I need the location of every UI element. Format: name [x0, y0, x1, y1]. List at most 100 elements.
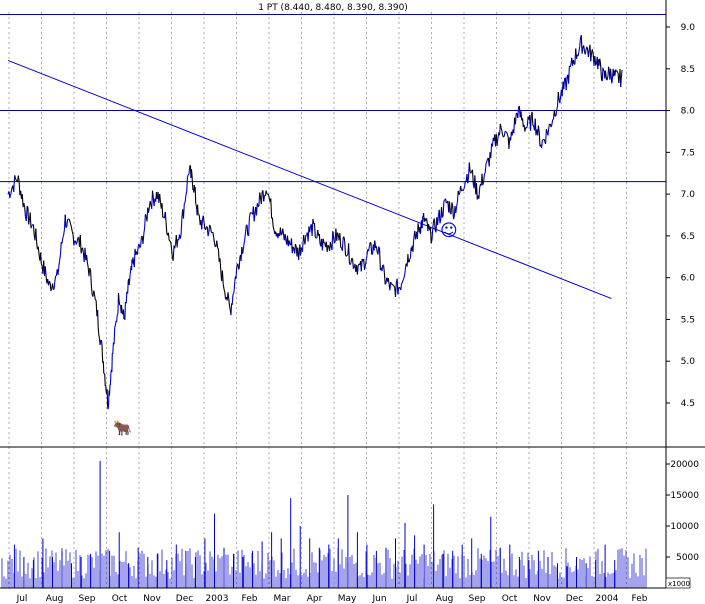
price-segment: [179, 234, 182, 239]
price-segment: [125, 291, 128, 303]
price-segment: [591, 49, 594, 55]
price-segment: [120, 305, 123, 311]
price-segment: [139, 246, 141, 248]
price-segment: [68, 218, 71, 222]
price-segment: [577, 51, 580, 57]
price-segment: [503, 135, 505, 138]
price-segment: [427, 223, 430, 229]
price-segment: [496, 138, 499, 147]
price-segment: [384, 282, 387, 285]
price-segment: [195, 203, 197, 206]
price-segment: [537, 125, 540, 132]
price-segment: [443, 199, 446, 202]
price-segment: [51, 283, 54, 290]
price-segment: [76, 237, 79, 243]
price-segment: [378, 246, 381, 250]
price-segment: [506, 132, 509, 135]
price-segment: [26, 205, 29, 208]
price-segment: [132, 257, 135, 263]
price-segment: [348, 243, 350, 264]
price-segment: [147, 207, 150, 213]
price-segment: [59, 255, 61, 261]
price-segment: [394, 282, 397, 297]
price-segment: [140, 237, 142, 247]
price-segment: [408, 258, 411, 263]
price-segment: [586, 46, 589, 51]
price-segment: [484, 163, 487, 174]
price-segment: [500, 127, 503, 132]
price-segment: [100, 340, 103, 345]
gridlines: [8, 12, 627, 588]
price-segment: [563, 78, 566, 90]
price-segment: [442, 201, 445, 217]
price-segment: [551, 119, 554, 125]
price-segment: [13, 175, 16, 192]
price-segment: [550, 124, 553, 128]
price-segment: [606, 75, 609, 80]
price-segment: [89, 267, 92, 271]
price-segment: [176, 239, 179, 248]
price-segment: [444, 198, 447, 204]
volume-y-tick-label: 10000: [670, 522, 699, 532]
price-segment: [31, 224, 33, 227]
price-segment: [294, 244, 296, 254]
price-y-tick-label: 7.5: [681, 148, 695, 158]
price-segment: [194, 187, 197, 204]
price-segment: [545, 128, 547, 145]
x-month-label: Nov: [143, 594, 161, 604]
price-segment: [356, 265, 359, 275]
price-segment: [288, 240, 291, 245]
price-segment: [231, 294, 234, 305]
price-segment: [568, 65, 570, 84]
x-month-label: Jul: [406, 594, 418, 604]
price-segment: [212, 232, 215, 238]
x-month-label: Sep: [469, 594, 486, 604]
price-segment: [569, 63, 572, 68]
price-segment: [604, 70, 607, 77]
price-segment: [344, 241, 347, 256]
price-segment: [581, 46, 584, 54]
price-segment: [351, 257, 353, 260]
price-segment: [402, 277, 405, 280]
chart-title: 1 PT (8.440, 8.480, 8.390, 8.390): [258, 3, 408, 13]
price-segment: [37, 246, 40, 255]
price-segment: [149, 200, 152, 205]
price-segment: [483, 173, 485, 183]
x-month-label: Mar: [274, 594, 291, 604]
price-segment: [352, 258, 354, 269]
price-segment: [616, 70, 619, 73]
price-segment: [101, 344, 104, 363]
price-segment: [520, 111, 523, 121]
price-segment: [82, 247, 84, 253]
price-segment: [202, 215, 205, 224]
price-segment: [383, 272, 386, 285]
price-segment: [267, 194, 270, 198]
price-segment: [106, 389, 109, 406]
price-segment: [555, 109, 558, 116]
price-segment: [35, 228, 38, 242]
price-segment: [556, 106, 559, 111]
price-segment: [370, 242, 373, 255]
price-segment: [40, 252, 42, 264]
price-segment: [94, 294, 96, 300]
price-segment: [397, 287, 400, 295]
price-segment: [58, 260, 61, 268]
price-segment: [401, 280, 404, 284]
price-segment: [618, 77, 620, 83]
price-segment: [187, 174, 189, 177]
price-segment: [367, 246, 370, 252]
price-segment: [490, 143, 493, 159]
price-segment: [170, 242, 173, 250]
price-segment: [117, 293, 120, 303]
price-segment: [407, 254, 410, 262]
x-month-label: May: [338, 594, 357, 604]
price-segment: [538, 131, 541, 147]
horizontal-levels: [0, 13, 666, 183]
price-segment: [364, 260, 367, 267]
price-y-tick-label: 5.5: [681, 315, 695, 325]
price-segment: [98, 334, 101, 339]
price-segment: [331, 231, 334, 251]
price-segment: [590, 52, 593, 62]
price-segment: [334, 241, 336, 244]
price-segment: [209, 224, 212, 228]
